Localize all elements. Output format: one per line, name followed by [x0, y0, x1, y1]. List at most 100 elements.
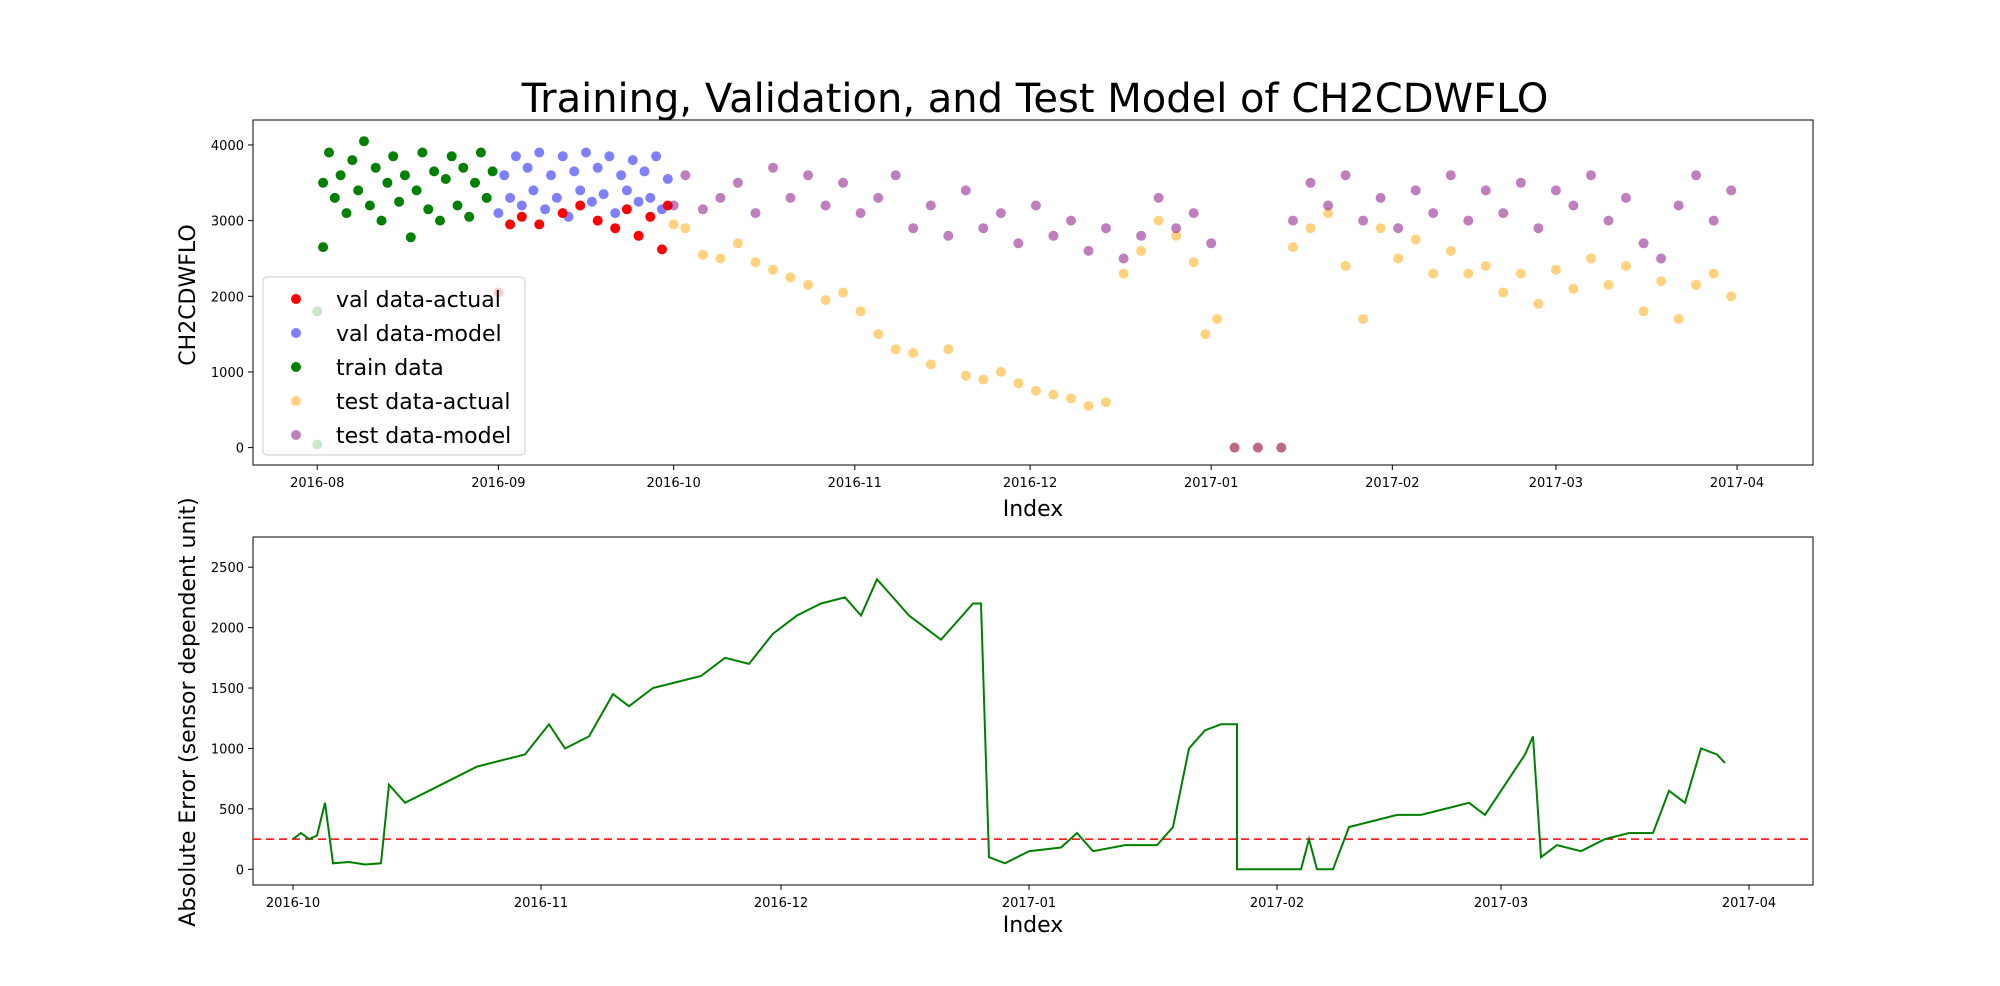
val-data-model-point: [621, 185, 632, 196]
val-data-actual-point: [575, 200, 586, 211]
train-data-point: [353, 185, 364, 196]
test-data-actual-point: [1428, 268, 1439, 279]
test-data-model-point: [1252, 442, 1263, 453]
val-data-model-point: [662, 174, 673, 184]
val-data-model-point: [534, 147, 545, 158]
bottom-y-axis: 0 500 1000 1500 2000 2500: [211, 561, 253, 878]
top-x-tick-label: 2017-01: [1184, 476, 1238, 491]
test-data-actual-point: [1673, 314, 1684, 324]
val-data-model-point: [616, 170, 627, 181]
top-x-tick-label: 2017-02: [1365, 476, 1419, 491]
train-data-point: [335, 170, 346, 181]
test-data-actual-point: [1726, 291, 1737, 302]
train-data-point: [399, 170, 410, 181]
train-data-point: [423, 204, 434, 215]
test-data-actual-point: [1358, 314, 1369, 324]
train-data-point: [440, 174, 451, 184]
test-data-model-point: [1118, 253, 1129, 264]
train-data-point: [429, 166, 440, 177]
bottom-y-axis-label: Absolute Error (sensor dependent unit): [176, 497, 201, 926]
test-data-actual-point: [1188, 257, 1199, 268]
val-data-actual-point: [516, 211, 527, 222]
top-y-tick-label: 3000: [211, 215, 244, 230]
test-data-model-point: [1323, 200, 1334, 211]
val-data-model-point: [493, 208, 504, 219]
test-data-model-point: [943, 230, 954, 241]
test-data-model-point: [1048, 230, 1059, 241]
test-data-actual-point: [1533, 298, 1544, 309]
test-data-actual-point: [697, 249, 708, 260]
test-data-actual-point: [1171, 230, 1182, 241]
legend-label: test data-model: [336, 424, 511, 449]
test-data-model-point: [1691, 170, 1702, 181]
test-data-actual-point: [1586, 253, 1596, 264]
test-data-actual-point: [890, 344, 901, 355]
test-data-actual-point: [1101, 397, 1111, 408]
val-data-model-point: [575, 185, 586, 196]
test-data-model-point: [995, 208, 1006, 219]
test-data-model-point: [1340, 170, 1351, 181]
val-data-model-point: [627, 155, 638, 166]
test-data-actual-point: [943, 344, 954, 355]
train-data-point: [364, 200, 375, 211]
val-data-model-point: [592, 162, 603, 173]
legend-box: [262, 276, 526, 456]
val-data-model-point: [586, 196, 597, 207]
test-data-actual-point: [750, 257, 761, 268]
test-data-model-point: [1013, 238, 1024, 249]
train-data-point: [388, 151, 399, 162]
val-data-actual-point: [633, 230, 644, 241]
legend-label: val data-actual: [336, 288, 501, 313]
test-data-model-point: [1206, 238, 1217, 249]
top-x-axis-label: Index: [1003, 497, 1064, 522]
test-data-actual-point: [680, 223, 691, 234]
test-data-model-point: [1515, 177, 1526, 188]
train-data-point: [475, 147, 486, 158]
val-data-model-point: [522, 162, 533, 173]
test-data-model-point: [960, 185, 971, 196]
test-data-model-point: [680, 170, 691, 181]
test-data-actual-point: [1048, 389, 1059, 400]
top-x-tick-label: 2016-09: [471, 476, 525, 491]
val-data-model-point: [551, 192, 562, 203]
val-data-model-point: [499, 170, 510, 181]
test-data-actual-point: [1445, 245, 1456, 256]
bottom-x-tick-label: 2017-01: [1002, 896, 1056, 911]
val-data-model-point: [604, 151, 615, 162]
test-data-model-point: [1030, 200, 1041, 211]
test-data-model-point: [1533, 223, 1544, 234]
test-data-model-point: [1358, 215, 1369, 226]
bottom-y-tick-label: 1000: [211, 742, 244, 757]
bottom-error-panel: 2016-10 2016-11 2016-12 2017-01 2017-02 2017-…: [176, 497, 1814, 938]
val-data-actual-point: [557, 208, 568, 219]
test-data-actual-point: [1621, 261, 1631, 271]
bottom-plot-frame: [252, 536, 1814, 886]
test-data-actual-point: [1498, 287, 1509, 298]
test-data-actual-point: [855, 306, 866, 317]
train-data-point: [417, 147, 428, 158]
test-data-actual-point: [803, 279, 814, 290]
val-data-actual-point: [534, 219, 545, 230]
test-data-model-point: [750, 208, 761, 219]
test-data-model-point: [1708, 215, 1719, 226]
train-data-point: [329, 192, 340, 203]
train-data-point: [481, 192, 492, 203]
top-data-points: [312, 136, 1737, 453]
top-x-tick-label: 2017-04: [1710, 476, 1764, 491]
train-data-point: [318, 177, 329, 188]
test-data-model-point: [1463, 215, 1474, 226]
bottom-x-tick-label: 2016-12: [754, 896, 808, 911]
test-data-model-point: [1428, 208, 1439, 219]
test-data-model-point: [1083, 245, 1094, 256]
test-data-actual-point: [1568, 283, 1579, 294]
top-y-tick-label: 2000: [211, 290, 244, 305]
train-data-point: [464, 211, 475, 222]
train-data-point: [470, 177, 480, 188]
test-data-model-point: [1550, 185, 1561, 196]
test-data-actual-point: [1340, 261, 1351, 271]
val-data-model-point: [516, 200, 527, 211]
test-data-model-point: [838, 177, 849, 188]
val-data-model-point: [645, 192, 656, 203]
test-data-actual-point: [1691, 279, 1702, 290]
test-data-actual-point: [1708, 268, 1719, 279]
